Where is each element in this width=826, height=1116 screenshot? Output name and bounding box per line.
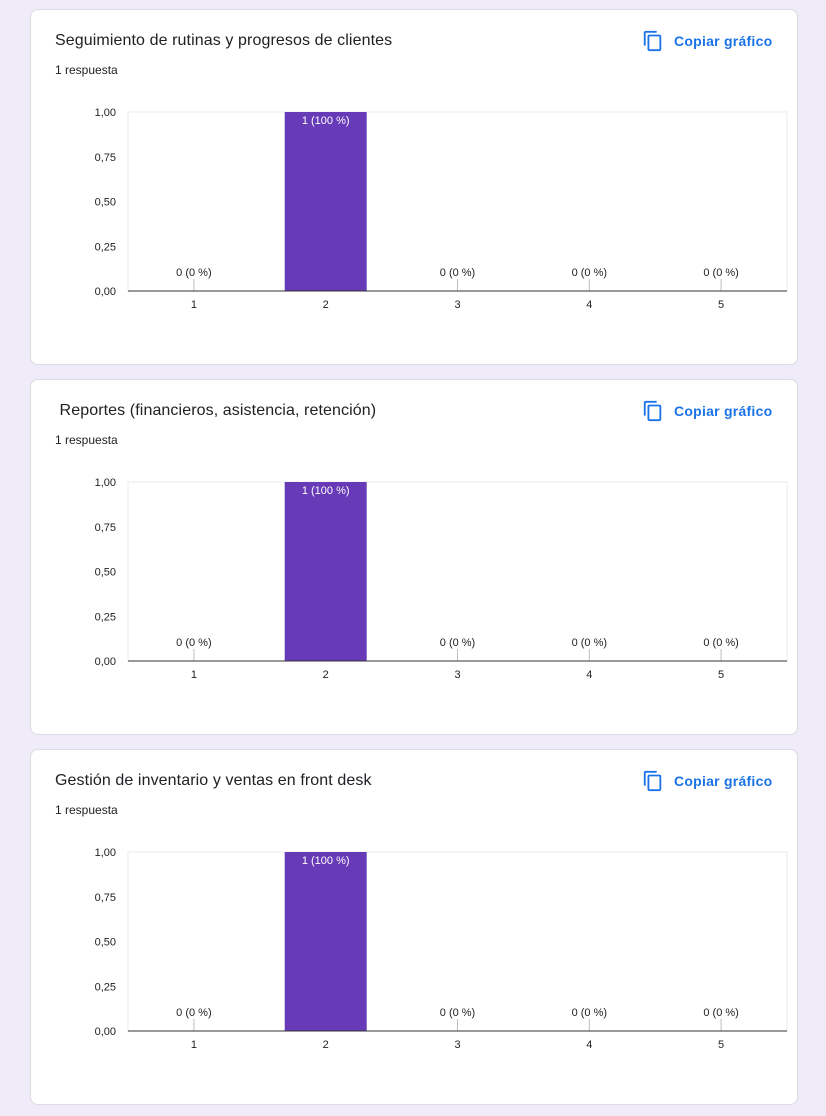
x-tick-label: 2 [323,1039,329,1051]
x-tick-label: 3 [454,669,460,681]
copy-chart-button[interactable]: Copiar gráfico [642,769,772,793]
y-tick-label: 1,00 [95,847,116,859]
data-label: 1 (100 %) [302,115,350,127]
x-tick-label: 5 [718,299,724,311]
copy-chart-button[interactable]: Copiar gráfico [642,399,772,423]
data-label: 1 (100 %) [302,855,350,867]
y-tick-label: 0,25 [95,611,116,623]
data-label: 0 (0 %) [176,1007,211,1019]
response-count: 1 respuesta [55,433,118,447]
x-tick-label: 1 [191,1039,197,1051]
question-title: Gestión de inventario y ventas en front … [55,772,372,789]
y-tick-label: 0,50 [95,197,116,209]
x-tick-label: 5 [718,1039,724,1051]
bar-chart: 0,00 0,25 0,50 0,75 1,00 0 (0 %) 1 1 (100 %) 2 0 … [95,107,788,311]
x-tick-label: 2 [323,669,329,681]
data-label: 0 (0 %) [572,1007,607,1019]
question-card: Reportes (financieros, asistencia, reten… [30,379,798,735]
y-tick-label: 0,25 [95,981,116,993]
question-card: Gestión de inventario y ventas en front … [30,749,798,1105]
response-count: 1 respuesta [55,63,118,77]
bar [284,112,367,291]
data-label: 0 (0 %) [703,1007,738,1019]
copy-chart-label: Copiar gráfico [674,33,773,49]
x-tick-label: 4 [586,1039,592,1051]
x-tick-label: 2 [323,299,329,311]
data-label: 0 (0 %) [440,1007,475,1019]
y-tick-label: 1,00 [95,477,116,489]
plot-area [127,851,788,1032]
y-tick-label: 0,25 [95,241,116,253]
plot-area [127,111,788,292]
question-title: Seguimiento de rutinas y progresos de cl… [55,32,393,49]
data-label: 0 (0 %) [703,637,738,649]
y-tick-label: 0,50 [95,567,116,579]
y-tick-label: 0,00 [95,1026,116,1038]
x-tick-label: 1 [191,299,197,311]
copy-chart-button[interactable]: Copiar gráfico [642,29,772,53]
question-card: Seguimiento de rutinas y progresos de cl… [30,9,798,365]
data-label: 0 (0 %) [176,637,211,649]
y-tick-label: 0,75 [95,152,116,164]
copy-chart-label: Copiar gráfico [674,403,773,419]
copy-icon [643,400,662,422]
question-title: Reportes (financieros, asistencia, reten… [55,402,377,419]
data-label: 0 (0 %) [572,637,607,649]
response-count: 1 respuesta [55,803,118,817]
y-tick-label: 0,00 [95,286,116,298]
x-tick-label: 3 [454,1039,460,1051]
bar-chart: 0,00 0,25 0,50 0,75 1,00 0 (0 %) 1 1 (100 %) 2 0 … [95,847,788,1051]
bar [284,852,367,1031]
data-label: 0 (0 %) [440,267,475,279]
y-tick-label: 1,00 [95,107,116,119]
x-tick-label: 5 [718,669,724,681]
copy-chart-label: Copiar gráfico [674,773,773,789]
y-tick-label: 0,75 [95,522,116,534]
x-tick-label: 1 [191,669,197,681]
y-tick-label: 0,75 [95,892,116,904]
copy-icon [643,30,662,52]
copy-icon [643,770,662,792]
data-label: 0 (0 %) [703,267,738,279]
bar-chart: 0,00 0,25 0,50 0,75 1,00 0 (0 %) 1 1 (100 %) 2 0 … [95,477,788,681]
data-label: 0 (0 %) [572,267,607,279]
data-label: 0 (0 %) [176,267,211,279]
data-label: 1 (100 %) [302,485,350,497]
x-tick-label: 4 [586,669,592,681]
y-tick-label: 0,50 [95,937,116,949]
bar [284,482,367,661]
data-label: 0 (0 %) [440,637,475,649]
x-tick-label: 4 [586,299,592,311]
y-tick-label: 0,00 [95,656,116,668]
plot-area [127,481,788,662]
x-tick-label: 3 [454,299,460,311]
